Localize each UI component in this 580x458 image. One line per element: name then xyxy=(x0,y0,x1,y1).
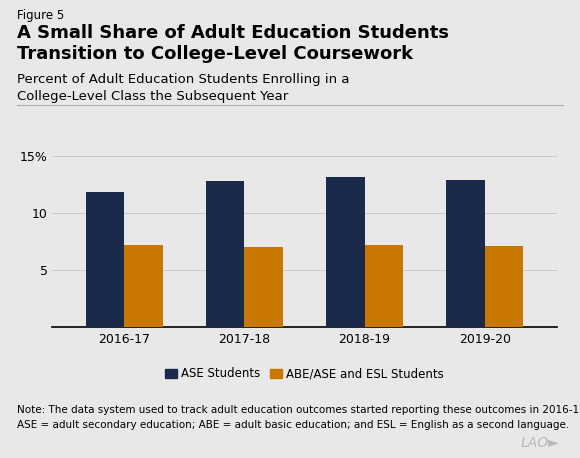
Text: Figure 5: Figure 5 xyxy=(17,9,64,22)
Bar xyxy=(206,181,244,327)
Legend: ASE Students, ABE/ASE and ESL Students: ASE Students, ABE/ASE and ESL Students xyxy=(160,363,449,385)
Bar xyxy=(244,247,283,327)
Bar xyxy=(365,245,403,327)
Bar xyxy=(124,245,163,327)
Bar xyxy=(485,246,523,327)
Text: Percent of Adult Education Students Enrolling in a
College-Level Class the Subse: Percent of Adult Education Students Enro… xyxy=(17,73,350,103)
Bar xyxy=(446,180,485,327)
Bar xyxy=(326,178,365,327)
Text: ASE = adult secondary education; ABE = adult basic education; and ESL = English : ASE = adult secondary education; ABE = a… xyxy=(17,420,570,431)
Bar xyxy=(86,192,124,327)
Text: LAO►: LAO► xyxy=(521,436,560,450)
Text: Note: The data system used to track adult education outcomes started reporting t: Note: The data system used to track adul… xyxy=(17,405,580,415)
Text: A Small Share of Adult Education Students
Transition to College-Level Coursework: A Small Share of Adult Education Student… xyxy=(17,24,450,63)
